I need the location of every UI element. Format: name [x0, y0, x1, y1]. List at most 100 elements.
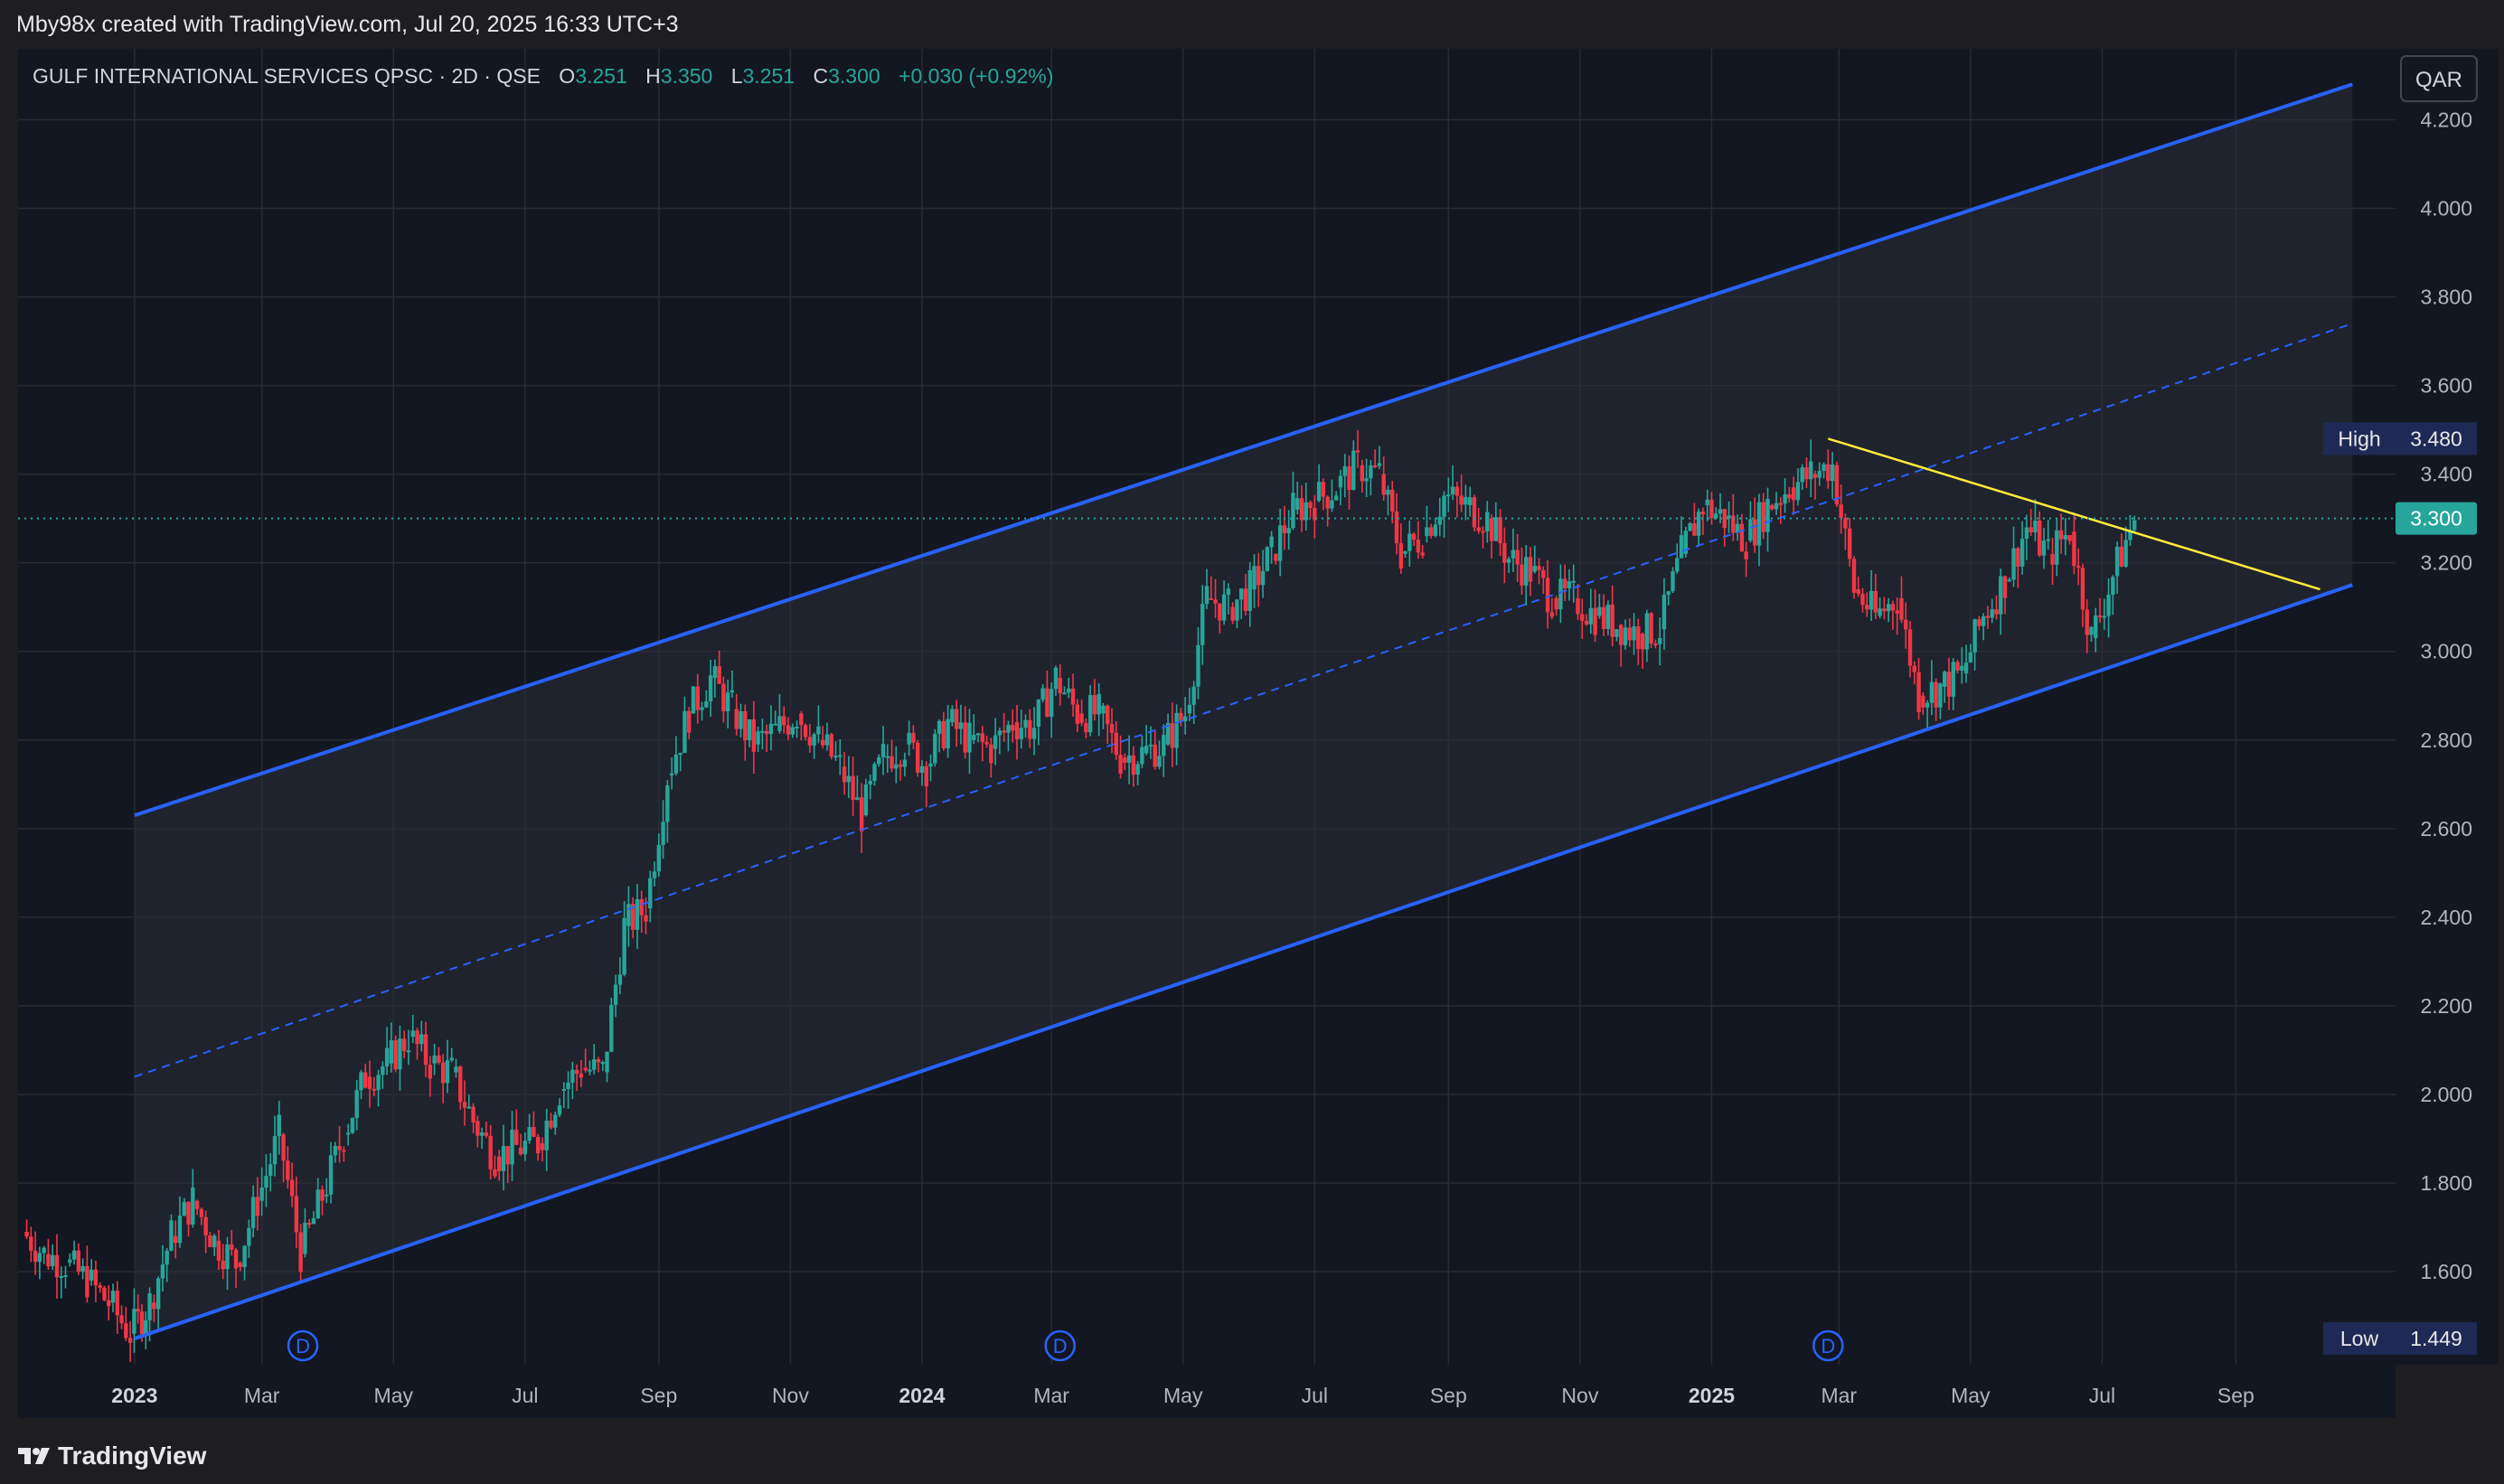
- candle-body: [1778, 502, 1784, 505]
- candle-body: [1153, 744, 1157, 767]
- tradingview-logo[interactable]: TradingView: [16, 1442, 206, 1470]
- candle-body: [354, 1090, 359, 1119]
- candle-body: [1657, 638, 1662, 644]
- candle-body: [1238, 588, 1244, 600]
- time-tick-label: Jul: [2089, 1384, 2115, 1407]
- trendline-layer[interactable]: [1827, 437, 2320, 591]
- candle-body: [613, 984, 618, 1005]
- candle-body: [739, 711, 743, 729]
- candle-body: [851, 775, 855, 801]
- candle-body: [389, 1040, 394, 1064]
- candle-body: [2016, 548, 2020, 568]
- candle-body: [42, 1247, 46, 1254]
- candle-body: [1812, 474, 1818, 478]
- price-tick-label: 2.000: [2420, 1083, 2472, 1106]
- candle-body: [872, 764, 877, 782]
- candle-body: [1770, 504, 1774, 510]
- candle-body: [695, 686, 700, 710]
- candle-body: [842, 766, 847, 783]
- candle-body: [177, 1216, 183, 1244]
- time-tick-label: May: [1951, 1384, 1991, 1407]
- candle-body: [428, 1065, 433, 1079]
- candle-body: [110, 1291, 116, 1303]
- candle-body: [306, 1223, 312, 1226]
- candle-body: [1170, 723, 1175, 748]
- candle-body: [423, 1034, 428, 1066]
- candle-body: [648, 878, 653, 909]
- candle-body: [514, 1129, 519, 1145]
- price-label-value: 3.480: [2410, 427, 2462, 450]
- candle-body: [1826, 464, 1831, 482]
- candle-body: [1381, 474, 1386, 495]
- candle-body: [1619, 625, 1624, 645]
- current-price-badge: [2396, 502, 2477, 535]
- candle-body: [1377, 463, 1382, 466]
- candle-body: [1011, 725, 1015, 731]
- price-tick-label: 2.600: [2420, 817, 2472, 841]
- candle-body: [359, 1072, 363, 1091]
- candle-body: [449, 1057, 454, 1061]
- candle-body: [527, 1127, 532, 1141]
- candle-body: [743, 711, 748, 741]
- candle-body: [1822, 464, 1826, 472]
- candle-body: [505, 1146, 510, 1165]
- candle-body: [132, 1309, 136, 1334]
- candle-body: [673, 755, 679, 774]
- candle-body: [1627, 627, 1632, 641]
- candle-body: [933, 734, 937, 764]
- candle-body: [102, 1287, 107, 1301]
- candle-body: [1144, 746, 1149, 754]
- candle-body: [1135, 764, 1140, 775]
- candle-body: [941, 720, 946, 748]
- candle-body: [2080, 568, 2085, 610]
- price-chart[interactable]: D D D GULF INTERNATIONAL SERVICES QPSC · 2…: [0, 0, 2504, 1428]
- channel-fill-area: [134, 84, 2353, 1339]
- candle-body: [1316, 482, 1322, 502]
- ohlc-legend: GULF INTERNATIONAL SERVICES QPSC · 2D · …: [33, 64, 1053, 88]
- candle-body: [600, 1062, 605, 1065]
- candle-body: [1921, 695, 1925, 708]
- candle-body: [50, 1254, 55, 1267]
- candle-body: [488, 1135, 493, 1169]
- candle-body: [119, 1315, 124, 1324]
- price-label-name: Low: [2340, 1327, 2379, 1350]
- candle-body: [89, 1269, 94, 1281]
- time-axis[interactable]: 2023 Mar May Jul Sep Nov 2024 Mar May Jul Sep Nov 20…: [18, 1365, 2396, 1418]
- candle-body: [1114, 732, 1118, 756]
- candle-body: [1333, 495, 1339, 501]
- candle-body: [635, 898, 640, 930]
- candle-body: [1929, 681, 1934, 703]
- candle-body: [997, 730, 1003, 736]
- candle-body: [182, 1201, 186, 1216]
- candle-body: [454, 1066, 458, 1073]
- price-axis[interactable]: 4.200 4.000 3.800 3.600 3.400 3.200 3.000 2.800…: [2396, 49, 2499, 1365]
- candle-body: [1977, 619, 1982, 626]
- candle-body: [803, 725, 808, 737]
- candle-body: [790, 727, 795, 735]
- candle-body: [24, 1231, 29, 1237]
- candle-body: [768, 723, 774, 735]
- candle-body: [730, 690, 735, 693]
- dividend-marker-label: D: [1053, 1335, 1068, 1357]
- currency-button[interactable]: QAR: [2400, 55, 2478, 102]
- candle-body: [915, 742, 920, 773]
- candle-body: [1464, 497, 1468, 505]
- candle-body: [1787, 493, 1792, 499]
- candle-body: [1856, 589, 1860, 594]
- candle-body: [1179, 712, 1183, 722]
- legend-l-value: 3.251: [743, 64, 795, 88]
- candle-body: [1308, 502, 1313, 508]
- candle-body: [617, 974, 623, 985]
- regression-channel[interactable]: [134, 82, 2353, 1340]
- candle-body: [1661, 595, 1667, 630]
- candle-body: [760, 730, 765, 733]
- candle-body: [1023, 719, 1028, 728]
- candle-body: [678, 752, 682, 756]
- candle-body: [1804, 467, 1809, 480]
- candle-body: [33, 1251, 38, 1263]
- candle-body: [238, 1263, 243, 1267]
- candle-body: [1791, 487, 1796, 501]
- candle-body: [1036, 700, 1041, 728]
- time-tick-label: Nov: [1561, 1384, 1598, 1407]
